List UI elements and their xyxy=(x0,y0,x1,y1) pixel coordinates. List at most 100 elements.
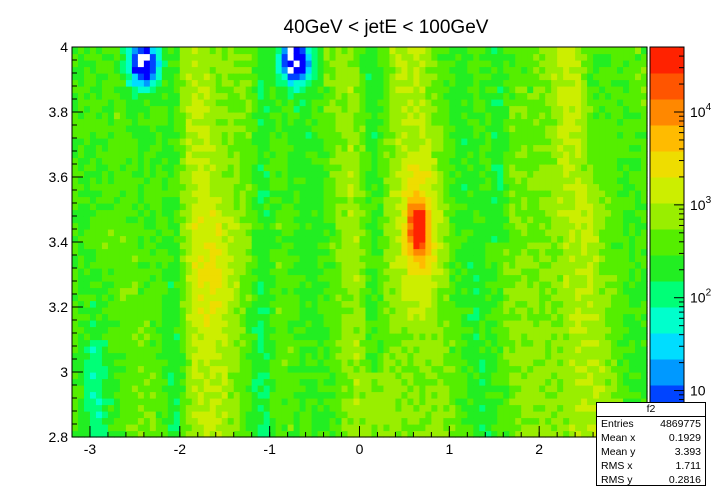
heatmap-cell xyxy=(527,60,534,68)
heatmap-cell xyxy=(557,177,564,185)
heatmap-cell xyxy=(287,352,295,360)
heatmap-cell xyxy=(191,430,199,438)
heatmap-cell xyxy=(72,105,79,113)
heatmap-cell xyxy=(389,255,397,263)
heatmap-cell xyxy=(455,359,462,367)
heatmap-cell xyxy=(431,79,438,87)
heatmap-cell xyxy=(431,255,438,263)
heatmap-cell xyxy=(389,66,397,74)
heatmap-cell xyxy=(257,164,265,172)
heatmap-cell xyxy=(383,339,391,347)
heatmap-cell xyxy=(137,138,145,146)
heatmap-cell xyxy=(263,170,271,178)
heatmap-cell xyxy=(89,66,97,74)
heatmap-cell xyxy=(413,385,420,393)
heatmap-cell xyxy=(485,177,492,185)
heatmap-cell xyxy=(155,138,163,146)
heatmap-cell xyxy=(107,177,115,185)
heatmap-cell xyxy=(95,229,103,237)
heatmap-cell xyxy=(131,183,139,191)
heatmap-cell xyxy=(473,79,480,87)
heatmap-cell xyxy=(419,385,426,393)
heatmap-cell xyxy=(233,66,241,74)
heatmap-cell xyxy=(467,372,474,380)
heatmap-cell xyxy=(479,144,486,152)
heatmap-cell xyxy=(167,79,175,87)
heatmap-cell xyxy=(485,183,492,191)
heatmap-cell xyxy=(233,47,241,55)
heatmap-cell xyxy=(449,281,456,289)
heatmap-cell xyxy=(437,196,444,204)
heatmap-cell xyxy=(497,105,504,113)
heatmap-cell xyxy=(545,216,552,224)
heatmap-cell xyxy=(353,118,361,126)
heatmap-cell xyxy=(257,170,265,178)
heatmap-cell xyxy=(137,255,145,263)
heatmap-cell xyxy=(467,86,474,94)
heatmap-cell xyxy=(161,404,169,412)
heatmap-cell xyxy=(167,346,175,354)
heatmap-cell xyxy=(293,170,301,178)
heatmap-cell xyxy=(335,105,343,113)
heatmap-cell xyxy=(371,79,379,87)
heatmap-cell xyxy=(137,164,145,172)
heatmap-cell xyxy=(119,424,127,432)
heatmap-cell xyxy=(83,430,91,438)
heatmap-cell xyxy=(545,183,552,191)
heatmap-cell xyxy=(209,222,217,230)
heatmap-cell xyxy=(89,209,97,217)
heatmap-cell xyxy=(107,404,115,412)
heatmap-cell xyxy=(263,177,271,185)
heatmap-cell xyxy=(275,398,283,406)
heatmap-cell xyxy=(215,125,223,133)
heatmap-cell xyxy=(467,261,474,269)
heatmap-cell xyxy=(179,157,187,165)
heatmap-cell xyxy=(299,424,307,432)
heatmap-cell xyxy=(275,196,283,204)
heatmap-cell xyxy=(341,164,349,172)
heatmap-cell xyxy=(347,391,355,399)
heatmap-cell xyxy=(89,274,97,282)
heatmap-cell xyxy=(425,190,432,198)
heatmap-cell xyxy=(191,183,199,191)
heatmap-cell xyxy=(431,248,438,256)
heatmap-cell xyxy=(299,313,307,321)
heatmap-cell xyxy=(197,216,205,224)
heatmap-cell xyxy=(521,359,528,367)
heatmap-cell xyxy=(461,391,468,399)
heatmap-cell xyxy=(437,125,444,133)
heatmap-cell xyxy=(149,125,157,133)
heatmap-cell xyxy=(185,60,193,68)
heatmap-cell xyxy=(107,313,115,321)
heatmap-cell xyxy=(191,53,199,61)
heatmap-cell xyxy=(239,320,247,328)
heatmap-cell xyxy=(263,196,271,204)
heatmap-cell xyxy=(137,73,145,81)
heatmap-cell xyxy=(131,105,139,113)
heatmap-cell xyxy=(77,53,85,61)
heatmap-cell xyxy=(185,47,193,55)
heatmap-cell xyxy=(479,365,486,373)
heatmap-cell xyxy=(359,391,367,399)
heatmap-cell xyxy=(89,378,97,386)
heatmap-cell xyxy=(119,268,127,276)
heatmap-cell xyxy=(443,209,450,217)
heatmap-cell xyxy=(461,365,468,373)
heatmap-cell xyxy=(353,177,361,185)
heatmap-cell xyxy=(275,131,283,139)
heatmap-cell xyxy=(83,125,91,133)
heatmap-cell xyxy=(323,144,331,152)
heatmap-cell xyxy=(437,92,444,100)
heatmap-cell xyxy=(371,352,379,360)
heatmap-cell xyxy=(467,378,474,386)
heatmap-cell xyxy=(473,177,480,185)
heatmap-cell xyxy=(323,352,331,360)
heatmap-cell xyxy=(185,391,193,399)
heatmap-cell xyxy=(353,346,361,354)
heatmap-cell xyxy=(401,333,409,341)
heatmap-cell xyxy=(485,203,492,211)
heatmap-cell xyxy=(359,326,367,334)
heatmap-cell xyxy=(299,190,307,198)
heatmap-cell xyxy=(317,307,325,315)
heatmap-cell xyxy=(245,365,253,373)
